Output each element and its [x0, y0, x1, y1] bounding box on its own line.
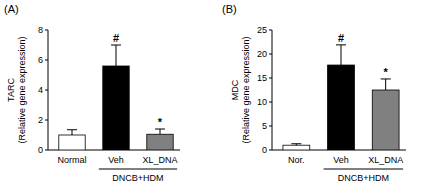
y-tick-label: 6 [38, 55, 43, 65]
group-label: DNCB+HDM [338, 173, 389, 183]
error-line [72, 130, 73, 135]
y-tick-label: 2 [38, 115, 43, 125]
y-tick [45, 90, 48, 91]
error-bar [111, 45, 121, 66]
y-tick-label: 25 [257, 25, 267, 35]
x-tick-label: Veh [108, 155, 124, 165]
group-label: DNCB+HDM [112, 173, 163, 183]
panel: (A) TARC(Relative gene expression) 0 2 4 6 8 # *… [4, 3, 180, 183]
error-line [385, 79, 386, 90]
y-tick-label: 4 [38, 85, 43, 95]
y-tick [269, 54, 272, 55]
panel-label: (B) [222, 3, 237, 15]
error-bar [155, 129, 165, 134]
y-tick [269, 150, 272, 151]
bar [372, 90, 399, 150]
y-axis-label: MDC [230, 79, 240, 100]
bar [328, 65, 355, 150]
panel: (B) MDC(Relative gene expression) 0 5 10 15 20… [222, 3, 406, 183]
error-cap [155, 129, 165, 130]
y-tick-label: 10 [257, 97, 267, 107]
error-bar [336, 45, 346, 65]
x-tick-label: XL_DNA [142, 155, 177, 165]
y-axis [272, 30, 273, 150]
y-tick-label: 0 [262, 145, 267, 155]
bar [283, 145, 310, 150]
error-line [116, 45, 117, 66]
error-bar [67, 130, 77, 135]
significance-marker: * [384, 66, 389, 78]
bar [59, 135, 85, 150]
y-tick [269, 102, 272, 103]
y-tick-label: 8 [38, 25, 43, 35]
y-tick [45, 60, 48, 61]
significance-marker: * [158, 116, 163, 128]
group-bracket [324, 169, 403, 170]
y-tick-label: 20 [257, 49, 267, 59]
marks [283, 45, 399, 150]
marks [59, 45, 173, 150]
error-cap [291, 143, 301, 144]
bar [147, 134, 173, 150]
group-bracket [99, 169, 177, 170]
y-tick [269, 30, 272, 31]
error-line [160, 129, 161, 134]
y-tick [45, 150, 48, 151]
error-bar [291, 144, 301, 145]
y-tick [269, 78, 272, 79]
y-axis-label: (Relative gene expression) [17, 36, 27, 143]
x-tick-label: Veh [333, 155, 349, 165]
error-cap [381, 78, 391, 79]
y-axis-label: (Relative gene expression) [241, 36, 251, 143]
y-tick-label: 5 [262, 121, 267, 131]
error-cap [67, 129, 77, 130]
panel-label: (A) [4, 3, 19, 15]
error-bar [381, 79, 391, 90]
y-tick [45, 30, 48, 31]
y-tick-label: 0 [38, 145, 43, 155]
error-line [341, 45, 342, 65]
significance-marker: # [113, 32, 119, 44]
error-cap [111, 45, 121, 46]
x-tick-label: XL_DNA [368, 155, 403, 165]
x-tick-label: Nor. [288, 155, 305, 165]
y-tick [45, 120, 48, 121]
error-cap [336, 44, 346, 45]
significance-marker: # [338, 32, 344, 44]
y-tick-label: 15 [257, 73, 267, 83]
y-axis-label: TARC [6, 78, 16, 102]
bar [103, 66, 129, 150]
x-tick-label: Normal [57, 155, 86, 165]
y-tick [269, 126, 272, 127]
